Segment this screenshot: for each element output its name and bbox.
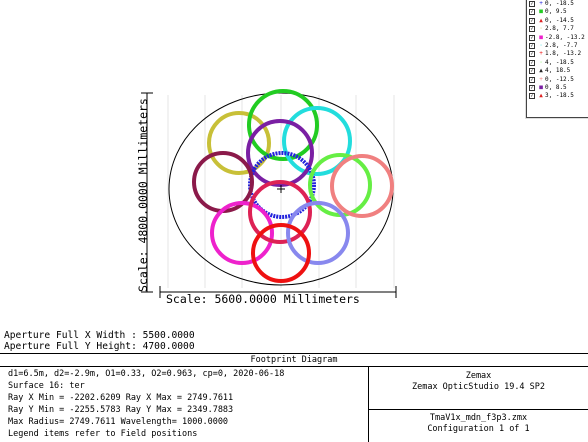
footprint-crimson xyxy=(248,180,312,244)
aperture-x-width: Aperture Full X Width : 5500.0000 xyxy=(4,330,195,341)
legend-label: 4, -18.5 xyxy=(545,58,574,66)
footer-panel: Footprint Diagram d1=6.5m, d2=-2.9m, O1=… xyxy=(0,353,588,442)
legend-marker-icon: · xyxy=(539,25,543,33)
legend-item[interactable]: ✓ +0, -12.5 xyxy=(527,76,588,84)
legend-item[interactable]: ✓ ▲ 3, -18.5 xyxy=(527,92,588,100)
checkbox-icon[interactable]: ✓ xyxy=(529,42,535,49)
legend-item[interactable]: ✓ · 2.8, -7.7 xyxy=(527,42,588,50)
footprint-purple xyxy=(246,119,314,187)
plot-axes xyxy=(141,92,397,298)
legend-marker-icon: + xyxy=(539,0,543,7)
footer-line-max-radius: Max Radius= 2749.7611 Wavelength= 1000.0… xyxy=(8,417,229,427)
checkbox-icon[interactable]: ✓ xyxy=(529,68,535,75)
footprint-magenta xyxy=(210,201,274,265)
legend-label: 2.8, 7.7 xyxy=(545,25,574,33)
checkbox-icon[interactable]: ✓ xyxy=(529,84,535,91)
legend-marker-icon: ▲ xyxy=(539,92,543,100)
checkbox-icon[interactable]: ✓ xyxy=(529,76,535,83)
footer-line-ray-x: Ray X Min = -2202.6209 Ray X Max = 2749.… xyxy=(8,393,234,403)
legend-item[interactable]: ✓ ▲ 4, 18.5 xyxy=(527,67,588,75)
field-legend: ✓ +0, -18.5 ✓ ■ 0, 9.5 ✓ ▲ 0, -14.5 ✓ · 2.8, 7.7 ✓ ■… xyxy=(526,0,588,118)
footer-company: Zemax xyxy=(465,371,492,381)
legend-marker-icon: ■ xyxy=(539,33,543,41)
footprint-plot xyxy=(141,89,397,298)
legend-label: 0, 8.5 xyxy=(545,83,567,91)
legend-label: 1.8, -13.2 xyxy=(545,50,582,58)
legend-item[interactable]: ✓ ■ -2.8, -13.2 xyxy=(527,34,588,42)
legend-marker-icon: + xyxy=(539,50,543,58)
footer-file-box: TmaV1x_mdn_f3p3.zmx Configuration 1 of 1 xyxy=(369,410,588,442)
checkbox-icon[interactable]: ✓ xyxy=(529,9,535,16)
checkbox-icon[interactable]: ✓ xyxy=(529,34,535,41)
legend-marker-icon: ■ xyxy=(539,8,543,16)
footer-line-ray-y: Ray Y Min = -2255.5783 Ray Y Max = 2349.… xyxy=(8,405,234,415)
legend-label: 0, -18.5 xyxy=(545,0,574,7)
legend-marker-icon: ▲ xyxy=(539,67,543,75)
footer-company-box: Zemax Zemax OpticStudio 19.4 SP2 xyxy=(369,367,588,410)
checkbox-icon[interactable]: ✓ xyxy=(529,59,535,66)
legend-label: 0, -14.5 xyxy=(545,16,574,24)
footprint-salmon xyxy=(330,154,394,218)
legend-marker-icon: · xyxy=(539,58,543,66)
scale-x-label: Scale: 5600.0000 Millimeters xyxy=(166,292,360,306)
footprint-cyan xyxy=(282,106,352,176)
legend-item[interactable]: ✓ +1.8, -13.2 xyxy=(527,50,588,58)
footer-file: TmaV1x_mdn_f3p3.zmx xyxy=(429,413,528,423)
checkbox-icon[interactable]: ✓ xyxy=(529,1,535,7)
legend-marker-icon: · xyxy=(539,41,543,49)
legend-item[interactable]: ✓ +0, -18.5 xyxy=(527,0,588,8)
checkbox-icon[interactable]: ✓ xyxy=(529,17,535,24)
footprint-green xyxy=(247,89,319,161)
legend-item[interactable]: ✓ · 2.8, 7.7 xyxy=(527,25,588,33)
aperture-y-height: Aperture Full Y Height: 4700.0000 xyxy=(4,341,195,352)
footer-line-legend-note: Legend items refer to Field positions xyxy=(8,429,198,439)
scale-y-label: Scale: 4800.0000 Millimeters xyxy=(136,98,150,292)
legend-label: -2.8, -13.2 xyxy=(545,33,585,41)
footer-line-surface: Surface 16: ter xyxy=(8,381,85,391)
footer-title: Footprint Diagram xyxy=(0,354,588,367)
footer-line-params: d1=6.5m, d2=-2.9m, O1=0.33, O2=0.963, cp… xyxy=(8,369,285,379)
legend-label: 3, -18.5 xyxy=(545,92,574,100)
legend-item[interactable]: ✓ ■ 0, 9.5 xyxy=(527,8,588,16)
footer-info: d1=6.5m, d2=-2.9m, O1=0.33, O2=0.963, cp… xyxy=(0,367,369,442)
legend-label: 0, -12.5 xyxy=(545,75,574,83)
checkbox-icon[interactable]: ✓ xyxy=(529,93,535,100)
footer-product: Zemax OpticStudio 19.4 SP2 xyxy=(411,382,546,392)
legend-label: 4, 18.5 xyxy=(545,67,571,75)
legend-item[interactable]: ✓ ■ 0, 8.5 xyxy=(527,84,588,92)
checkbox-icon[interactable]: ✓ xyxy=(529,51,535,58)
legend-item[interactable]: ✓ · 4, -18.5 xyxy=(527,59,588,67)
center-cross-icon xyxy=(277,185,285,193)
footprint-yellow xyxy=(207,111,271,175)
legend-marker-icon: ■ xyxy=(539,83,543,91)
legend-label: 0, 9.5 xyxy=(545,8,567,16)
footprint-red xyxy=(251,223,311,283)
legend-item[interactable]: ✓ ▲ 0, -14.5 xyxy=(527,17,588,25)
footer-config: Configuration 1 of 1 xyxy=(427,424,530,434)
plot-grid xyxy=(167,95,395,288)
legend-marker-icon: + xyxy=(539,75,543,83)
legend-label: 2.8, -7.7 xyxy=(545,41,578,49)
checkbox-icon[interactable]: ✓ xyxy=(529,26,535,33)
footprint-lavender xyxy=(286,201,350,265)
legend-marker-icon: ▲ xyxy=(539,16,543,24)
